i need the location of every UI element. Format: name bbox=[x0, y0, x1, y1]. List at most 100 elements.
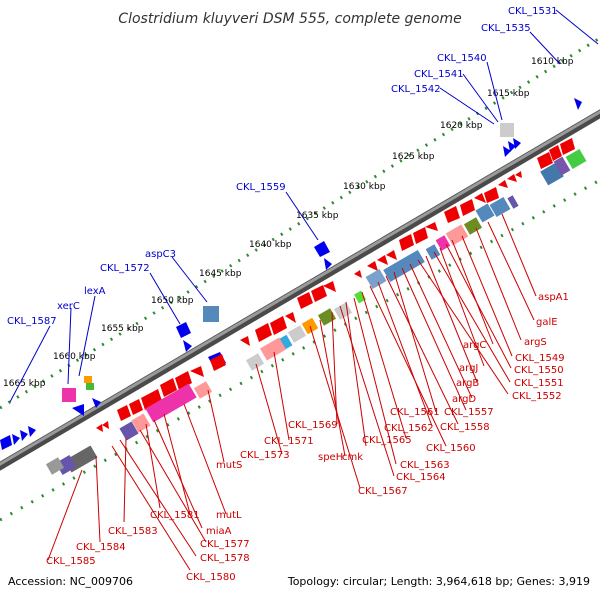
gene-label: CKL_1572 bbox=[100, 263, 150, 274]
reverse-gene bbox=[549, 145, 562, 161]
gene-label: CKL_1559 bbox=[236, 182, 286, 193]
reverse-gene bbox=[160, 378, 177, 397]
kbp-label: 1665 kbp bbox=[3, 379, 46, 389]
reverse-gene-labels: aspA1 galE argS CKL_1549 argC CKL_1550 a… bbox=[46, 292, 569, 583]
gene-label: CKL_1561 bbox=[390, 407, 440, 418]
reverse-gene bbox=[190, 366, 204, 377]
reverse-gene bbox=[354, 270, 362, 278]
reverse-gene bbox=[386, 250, 397, 260]
gene-label: CKL_1540 bbox=[437, 53, 487, 64]
reverse-gene bbox=[255, 323, 272, 342]
forward-gene bbox=[513, 138, 521, 149]
reverse-gene bbox=[270, 316, 287, 335]
gene-label: lexA bbox=[84, 286, 106, 297]
gene-label: mutS bbox=[216, 460, 242, 471]
gene-label: CKL_1552 bbox=[512, 391, 562, 402]
reverse-gene bbox=[560, 138, 575, 155]
gene-label: speH bbox=[318, 452, 343, 463]
gene-label: CKL_1571 bbox=[264, 436, 314, 447]
gene-label: CKL_1565 bbox=[362, 435, 412, 446]
gene-label: argD bbox=[452, 394, 476, 405]
reverse-gene bbox=[311, 285, 327, 302]
reverse-gene bbox=[377, 255, 388, 265]
gene-label: argB bbox=[456, 378, 479, 389]
gene-label: CKL_1562 bbox=[384, 423, 434, 434]
reverse-gene bbox=[367, 261, 378, 271]
reverse-gene bbox=[498, 180, 508, 188]
gene-label: CKL_1569 bbox=[288, 420, 338, 431]
kbp-label: 1615 kbp bbox=[487, 89, 530, 99]
gene-label: CKL_1585 bbox=[46, 556, 96, 567]
reverse-gene bbox=[96, 424, 103, 432]
gene-label: CKL_1587 bbox=[7, 316, 57, 327]
kbp-label: 1635 kbp bbox=[296, 211, 339, 221]
kbp-label: 1620 kbp bbox=[440, 121, 483, 131]
forward-gene bbox=[324, 258, 332, 270]
reverse-strand-genes bbox=[96, 138, 575, 432]
reverse-gene bbox=[537, 152, 553, 169]
forward-gene bbox=[508, 141, 516, 152]
gene-label: aspC3 bbox=[145, 249, 176, 260]
reverse-gene bbox=[117, 405, 131, 421]
gene-label: aspA1 bbox=[538, 292, 569, 303]
forward-feature-boxes bbox=[62, 123, 514, 402]
reverse-gene bbox=[444, 206, 460, 223]
gene-label: CKL_1578 bbox=[200, 553, 250, 564]
kbp-label: 1610 kbp bbox=[531, 57, 574, 67]
gene-label: CKL_1550 bbox=[514, 365, 564, 376]
genome-backbone bbox=[0, 109, 600, 471]
forward-leader-lines bbox=[9, 9, 599, 403]
reverse-gene bbox=[285, 312, 296, 323]
gene-label: galE bbox=[536, 317, 558, 328]
reverse-gene bbox=[129, 399, 143, 415]
gene-label: CKL_1551 bbox=[514, 378, 564, 389]
gene-label: CKL_1564 bbox=[396, 472, 446, 483]
forward-gene bbox=[72, 404, 84, 416]
gene-label: CKL_1549 bbox=[515, 353, 565, 364]
gene-label: cmk bbox=[342, 452, 363, 463]
gene-label: CKL_1577 bbox=[200, 539, 250, 550]
gene-label: CKL_1542 bbox=[391, 84, 441, 95]
gene-label: CKL_1531 bbox=[508, 6, 558, 17]
gene-label: argJ bbox=[459, 363, 478, 374]
kbp-label: 1655 kbp bbox=[101, 324, 144, 334]
topology-summary: Topology: circular; Length: 3,964,618 bp… bbox=[287, 575, 590, 588]
reverse-gene bbox=[102, 421, 109, 429]
forward-gene bbox=[0, 435, 12, 450]
kbp-label: 1640 kbp bbox=[249, 240, 292, 250]
reverse-leader-lines bbox=[47, 213, 537, 571]
reverse-gene bbox=[240, 336, 250, 346]
kbp-label: 1650 kbp bbox=[151, 296, 194, 306]
reverse-gene bbox=[141, 389, 162, 410]
kbp-label: 1630 kbp bbox=[343, 182, 386, 192]
reverse-gene bbox=[474, 193, 486, 203]
gene-label: CKL_1535 bbox=[481, 23, 531, 34]
gene-label: CKL_1560 bbox=[426, 443, 476, 454]
forward-gene bbox=[28, 426, 36, 437]
gene-label: miaA bbox=[206, 526, 232, 537]
gene-label: argS bbox=[524, 337, 547, 348]
reverse-gene bbox=[425, 222, 438, 231]
reverse-feature-boxes bbox=[45, 148, 587, 476]
gene-label: CKL_1541 bbox=[414, 69, 464, 80]
accession-text: Accession: NC_009706 bbox=[8, 575, 133, 588]
forward-gene bbox=[176, 322, 191, 338]
forward-gene-labels: CKL_1531 CKL_1535 CKL_1540 CKL_1541 CKL_… bbox=[7, 6, 558, 327]
gene-label: CKL_1584 bbox=[76, 542, 126, 553]
reverse-gene bbox=[515, 171, 522, 178]
kbp-label: 1645 kbp bbox=[199, 269, 242, 279]
reverse-gene bbox=[399, 234, 414, 251]
kbp-label: 1660 kbp bbox=[53, 352, 96, 362]
kbp-scale: 1610 kbp 1615 kbp 1620 kbp 1625 kbp 1630… bbox=[3, 57, 574, 389]
forward-gene bbox=[183, 340, 192, 352]
reverse-gene bbox=[507, 174, 517, 182]
forward-gene bbox=[20, 430, 28, 441]
forward-gene bbox=[574, 98, 582, 110]
gene-label: CKL_1557 bbox=[444, 407, 494, 418]
gene-label: CKL_1580 bbox=[186, 572, 236, 583]
reverse-gene bbox=[484, 187, 499, 203]
gene-label: CKL_1573 bbox=[240, 450, 290, 461]
forward-gene bbox=[503, 146, 511, 157]
